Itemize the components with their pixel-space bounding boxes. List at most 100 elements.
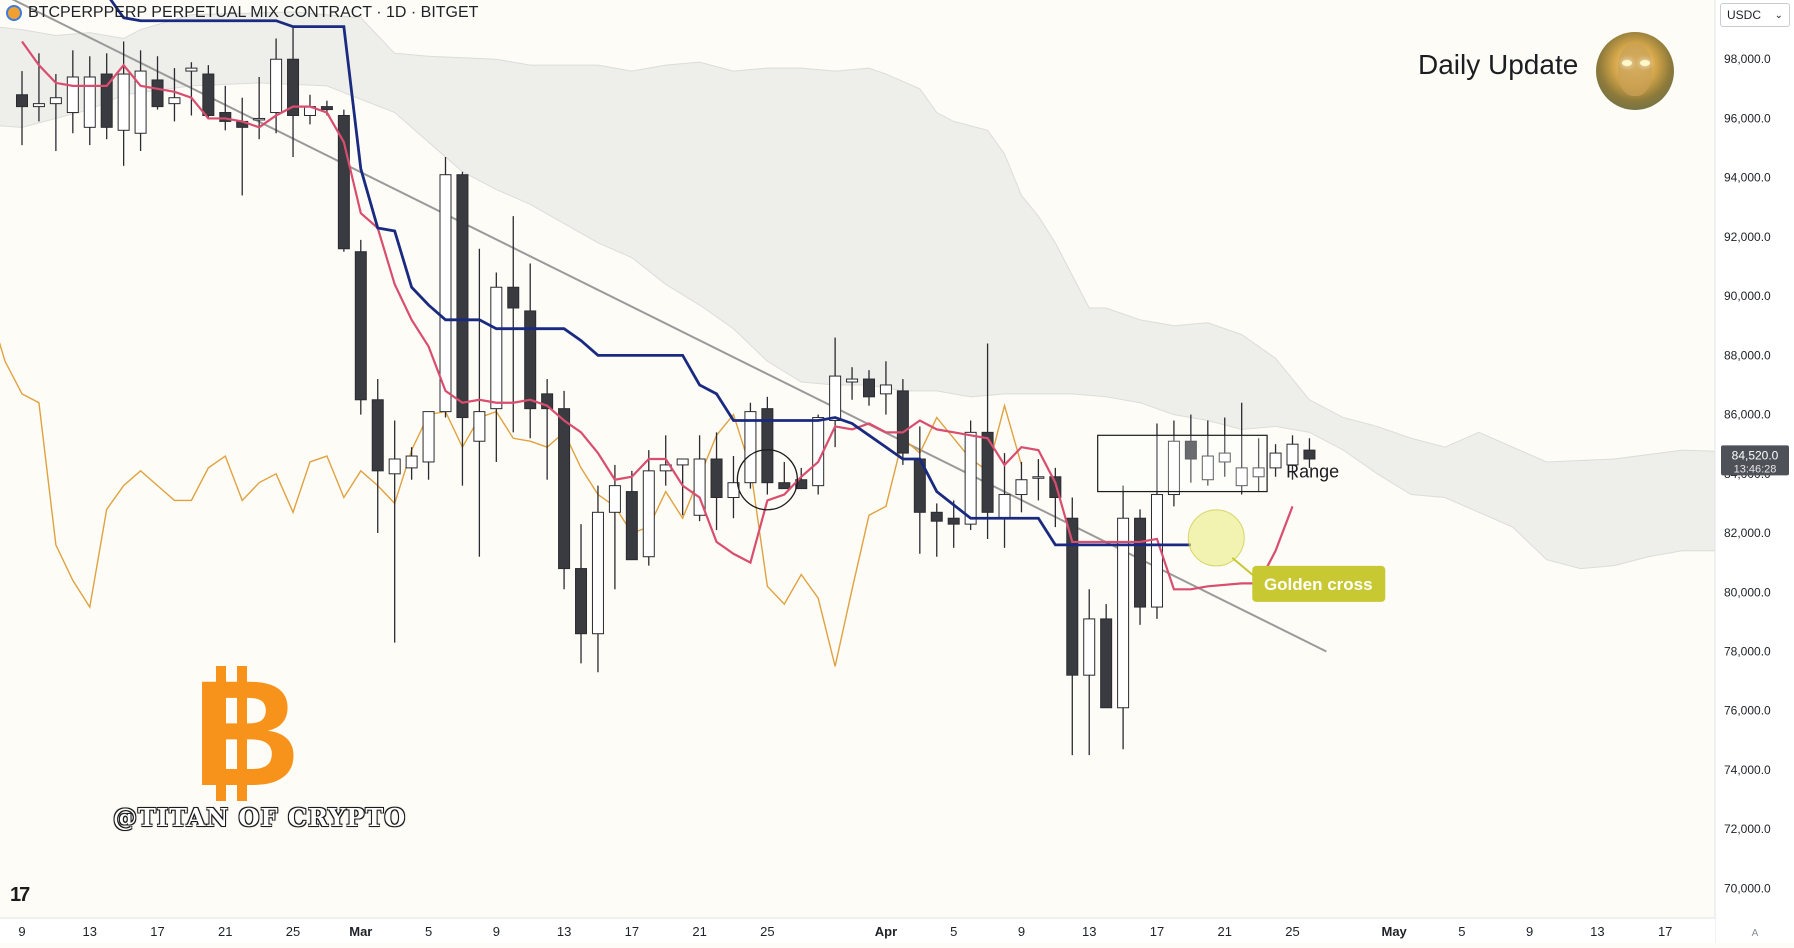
candle-8 <box>151 56 164 110</box>
candle-body-bull <box>1167 440 1180 496</box>
candle-body-bull <box>1150 494 1163 608</box>
candle-41 <box>710 432 723 531</box>
plot-area: Range Golden cross <box>0 0 1715 756</box>
candle-74 <box>1269 444 1282 477</box>
candle-body-bull <box>1269 452 1282 469</box>
price-tick-label: 72,000.0 <box>1724 822 1771 836</box>
time-tick-label: 9 <box>1018 924 1025 939</box>
symbol-title[interactable]: BTCPERPPERP PERPETUAL MIX CONTRACT · 1D … <box>28 4 479 21</box>
candle-body-bear <box>558 408 571 570</box>
candle-40 <box>693 435 706 522</box>
candle-body-bull <box>405 455 418 469</box>
bitcoin-logo-glyph: B <box>192 649 300 817</box>
tradingview-logo-icon[interactable]: 17 <box>10 884 30 907</box>
candle-27 <box>473 248 486 557</box>
candle-70 <box>1201 420 1214 486</box>
candle-body-bull <box>693 458 706 516</box>
cloud-lower-edge <box>0 82 1715 570</box>
price-tick-label: 96,000.0 <box>1724 111 1771 125</box>
time-tick-label: 5 <box>1458 924 1465 939</box>
candle-9 <box>168 68 181 122</box>
time-tick-label: Mar <box>349 924 372 939</box>
candle-body-bull <box>642 470 655 558</box>
time-tick-label: 17 <box>625 924 639 939</box>
candle-body-bull <box>422 411 435 463</box>
currency-select[interactable]: USDC ⌄ <box>1720 3 1790 27</box>
candle-67 <box>1150 423 1163 619</box>
candle-body-bear <box>930 511 943 522</box>
golden-cross-label: Golden cross <box>1264 575 1373 594</box>
candle-body-bear <box>1134 517 1147 608</box>
price-tick-label: 90,000.0 <box>1724 289 1771 303</box>
time-tick-label: 9 <box>18 924 25 939</box>
candle-0 <box>16 71 28 146</box>
candle-49 <box>846 367 859 400</box>
candle-50 <box>863 370 875 406</box>
candle-32 <box>558 390 571 590</box>
time-tick-label: May <box>1381 924 1407 939</box>
price-tick-label: 70,000.0 <box>1724 881 1771 895</box>
candle-body-bull <box>490 286 503 410</box>
last-price-badge <box>1721 445 1789 476</box>
candle-body-bull <box>66 76 79 114</box>
candle-body-bear <box>863 378 875 398</box>
candle-body-bull <box>32 103 45 108</box>
candle-body-bear <box>354 251 367 401</box>
candle-34 <box>591 485 604 673</box>
candle-body-bull <box>117 73 130 131</box>
candle-39 <box>676 458 689 516</box>
kijun-sen-line <box>109 0 1191 547</box>
candle-44 <box>761 396 774 495</box>
auto-scale-toggle[interactable]: A <box>1752 928 1759 939</box>
candle-52 <box>896 379 909 465</box>
time-tick-label: 25 <box>286 924 300 939</box>
candle-72 <box>1235 402 1248 495</box>
candle-body-bull <box>744 411 757 484</box>
candle-body-bear <box>778 482 791 490</box>
time-tick-label: 13 <box>1082 924 1096 939</box>
candle-body-bull <box>1032 476 1045 479</box>
tradingview-logo-text: 17 <box>10 884 30 906</box>
candle-body-bear <box>896 390 909 454</box>
candle-body-bull <box>134 70 147 134</box>
candle-body-bull <box>829 375 842 422</box>
ichimoku-cloud <box>0 11 1715 569</box>
candle-body-bull <box>1201 455 1214 481</box>
candle-76 <box>1303 438 1316 468</box>
candle-body-bull <box>439 174 452 413</box>
candle-61 <box>1049 467 1062 528</box>
time-tick-label: 25 <box>760 924 774 939</box>
candle-body-bear <box>1100 618 1113 709</box>
candle-body-bull <box>270 58 283 114</box>
candle-body-bear <box>337 114 350 250</box>
price-tick-label: 88,000.0 <box>1724 348 1771 362</box>
candle-63 <box>1083 589 1096 756</box>
candle-body-bull <box>1117 517 1130 709</box>
candle-body-bull <box>49 97 62 105</box>
candle-body-bull <box>1252 467 1265 478</box>
time-tick-label: 13 <box>1590 924 1604 939</box>
candle-64 <box>1100 604 1113 709</box>
candle-57 <box>981 343 994 539</box>
price-tick-label: 98,000.0 <box>1724 52 1771 66</box>
symbol-header: BTCPERPPERP PERPETUAL MIX CONTRACT · 1D … <box>0 0 478 26</box>
golden-cross-callout <box>1252 565 1386 602</box>
candle-body-bear <box>1184 440 1197 460</box>
candle-19 <box>337 109 350 252</box>
candle-body-bear <box>100 73 113 128</box>
candle-25 <box>439 156 452 418</box>
candle-65 <box>1117 485 1130 750</box>
cloud-upper-edge <box>0 11 1715 463</box>
candle-body-bear <box>524 310 537 410</box>
candle-body-bear <box>625 491 638 561</box>
candle-10 <box>185 62 198 116</box>
time-tick-label: 21 <box>218 924 232 939</box>
time-tick-label: 17 <box>150 924 164 939</box>
candle-body-bull <box>253 117 266 121</box>
price-tick-label: 92,000.0 <box>1724 230 1771 244</box>
candle-body-bear <box>981 431 994 513</box>
range-box <box>1097 434 1268 493</box>
candle-23 <box>405 447 418 480</box>
